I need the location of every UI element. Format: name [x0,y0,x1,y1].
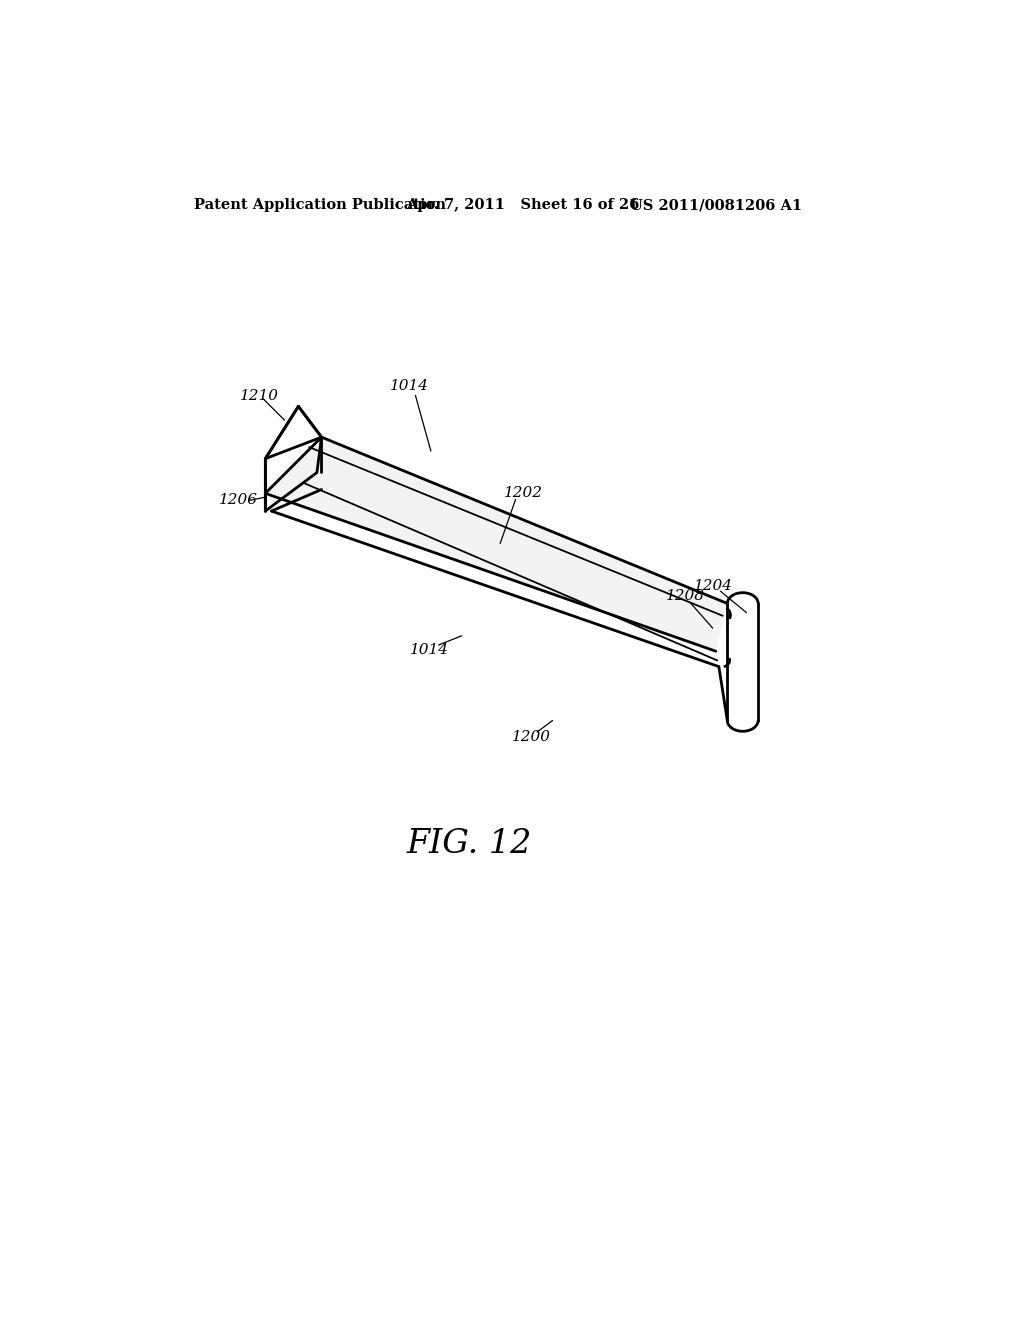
Text: 1210: 1210 [241,388,280,403]
Text: 1202: 1202 [504,486,543,500]
Text: Apr. 7, 2011   Sheet 16 of 26: Apr. 7, 2011 Sheet 16 of 26 [407,198,640,213]
Text: 1014: 1014 [410,643,449,656]
Text: Patent Application Publication: Patent Application Publication [194,198,445,213]
Text: 1200: 1200 [511,730,551,744]
Text: FIG. 12: FIG. 12 [407,829,532,861]
Text: 1208: 1208 [666,589,705,603]
Text: 1204: 1204 [694,578,733,593]
Text: 1014: 1014 [390,379,429,392]
Polygon shape [265,437,727,651]
Text: US 2011/0081206 A1: US 2011/0081206 A1 [630,198,802,213]
Text: 1206: 1206 [219,494,258,507]
